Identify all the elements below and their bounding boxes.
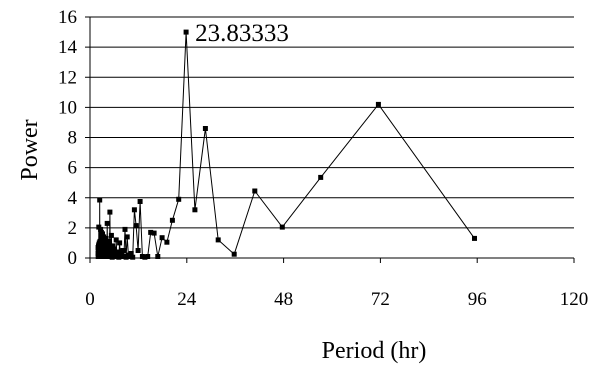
data-point <box>118 251 124 256</box>
data-point <box>192 207 198 213</box>
data-point <box>98 229 104 235</box>
x-tick-label: 72 <box>371 289 390 310</box>
data-series <box>95 29 477 260</box>
data-point <box>128 251 134 256</box>
data-point <box>169 217 175 223</box>
data-point <box>279 224 285 230</box>
y-tick-label: 8 <box>68 128 78 149</box>
data-point <box>120 248 126 253</box>
y-axis-title: Power <box>17 119 43 180</box>
gridlines <box>90 16 574 229</box>
x-axis-title: Period (hr) <box>322 338 427 364</box>
data-point <box>95 251 101 256</box>
data-point <box>104 220 110 226</box>
data-point <box>151 230 157 236</box>
peak-annotation: 23.83333 <box>195 20 289 47</box>
x-tick-label: 120 <box>560 289 589 310</box>
data-point <box>122 226 128 232</box>
y-tick-label: 0 <box>68 248 78 269</box>
y-tick-label: 6 <box>68 158 78 179</box>
x-tick-label: 96 <box>468 289 487 310</box>
data-point <box>137 199 143 204</box>
annotations: 23.83333 <box>195 20 289 47</box>
data-point <box>113 237 119 243</box>
data-point <box>183 29 189 35</box>
y-tick-label: 4 <box>68 188 78 209</box>
series-line <box>97 32 475 259</box>
data-point <box>472 235 477 241</box>
x-tick-label: 0 <box>85 289 95 310</box>
data-point <box>95 254 101 259</box>
data-point <box>139 254 145 259</box>
data-point <box>135 248 141 253</box>
data-point <box>155 254 161 259</box>
data-point <box>252 188 258 194</box>
data-point <box>148 229 154 235</box>
data-point <box>318 174 324 180</box>
y-tick-label: 16 <box>58 7 77 28</box>
data-point <box>108 232 114 238</box>
data-point <box>117 240 123 246</box>
data-point <box>107 209 113 215</box>
data-point <box>96 224 102 230</box>
data-point <box>106 238 112 244</box>
data-point <box>95 245 101 250</box>
data-point <box>231 251 237 257</box>
data-point <box>101 234 107 240</box>
y-tick-label: 10 <box>58 97 77 118</box>
data-point <box>176 196 182 202</box>
data-point <box>375 101 381 107</box>
data-point <box>97 197 103 203</box>
data-point <box>131 207 137 213</box>
data-point <box>124 234 130 240</box>
data-point <box>145 254 151 259</box>
data-point <box>107 245 113 250</box>
data-point <box>202 126 208 131</box>
y-tick-label: 2 <box>68 218 78 239</box>
data-point <box>130 254 136 260</box>
y-tick-label: 14 <box>58 37 78 58</box>
data-point <box>164 239 170 245</box>
data-point <box>112 246 117 252</box>
data-point <box>133 223 139 229</box>
x-tick-label: 48 <box>274 289 293 310</box>
data-point <box>215 237 221 243</box>
data-point <box>159 235 165 241</box>
y-tick-label: 12 <box>58 67 77 88</box>
x-tick-label: 24 <box>177 289 197 310</box>
